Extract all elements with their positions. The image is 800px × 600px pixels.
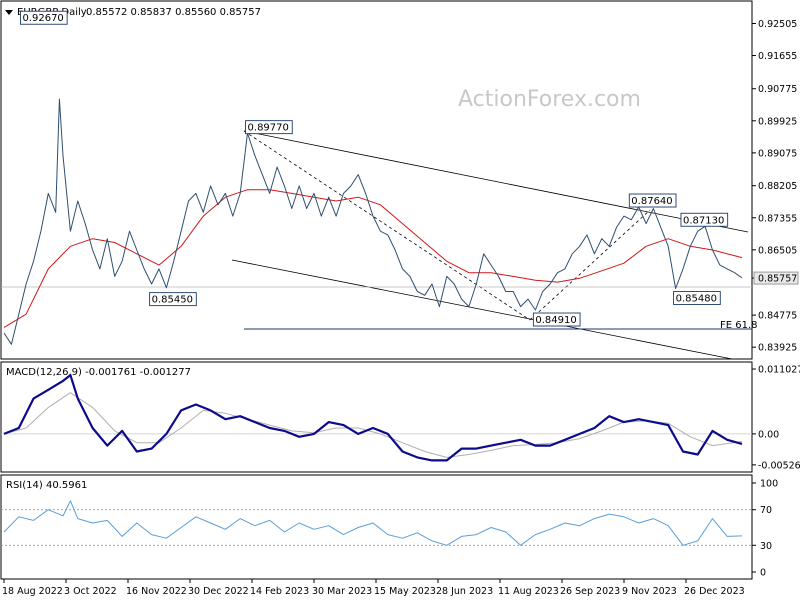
macd-axis: 0.011027 0.00 -0.005267 bbox=[752, 365, 800, 471]
x-axis-label: 9 Nov 2023 bbox=[622, 586, 677, 597]
x-axis-label: 18 Aug 2022 bbox=[2, 586, 63, 597]
annotation-box bbox=[628, 193, 677, 208]
price-axis-label: 0.88205 bbox=[758, 181, 797, 192]
price-annotations-group: 0.92670 0.89770 0.85450 0.84910 0.87640 0.871… bbox=[20, 10, 758, 331]
annotation-box bbox=[532, 312, 581, 327]
fe-618-label: FE 61.8 bbox=[720, 320, 758, 331]
price-axis: 0.92505 0.91655 0.90775 0.89925 0.89075 0.882… bbox=[752, 19, 799, 354]
annotation-box bbox=[245, 120, 293, 135]
macd-main-line bbox=[3, 374, 743, 462]
price-annotation: 0.92670 bbox=[22, 13, 63, 24]
price-axis-label: 0.87355 bbox=[758, 213, 797, 224]
price-annotation: 0.84910 bbox=[535, 315, 576, 326]
x-axis-label: 26 Sep 2023 bbox=[560, 586, 620, 597]
rsi-axis: 100 70 30 0 bbox=[752, 479, 778, 579]
price-axis-label: 0.92505 bbox=[758, 19, 797, 30]
rsi-title: RSI(14) 40.5961 bbox=[6, 480, 87, 491]
x-axis-label: 30 Mar 2023 bbox=[312, 586, 372, 597]
annotation-box bbox=[149, 292, 197, 307]
watermark: ActionForex.com bbox=[458, 87, 641, 112]
price-annotation: 0.89770 bbox=[248, 123, 289, 134]
price-axis-label: 0.86505 bbox=[758, 245, 797, 256]
price-annotation: 0.85450 bbox=[152, 295, 193, 306]
x-axis-label: 28 Jun 2023 bbox=[436, 586, 493, 597]
price-panel-frame bbox=[0, 0, 753, 360]
rsi-axis-label: 70 bbox=[760, 505, 772, 516]
x-axis-label: 3 Oct 2022 bbox=[64, 586, 117, 597]
rsi-series-group bbox=[3, 500, 743, 546]
rsi-line bbox=[3, 500, 743, 546]
rsi-axis-label: 100 bbox=[760, 479, 778, 490]
price-axis-label: 0.90775 bbox=[758, 84, 797, 95]
x-axis-label: 16 Nov 2022 bbox=[126, 586, 187, 597]
rsi-header: RSI(14) 40.5961 bbox=[6, 480, 87, 491]
x-axis-label: 15 May 2023 bbox=[374, 586, 436, 597]
annotation-box bbox=[20, 10, 68, 25]
current-price-label: 0.85757 bbox=[758, 274, 797, 285]
x-axis-label: 14 Feb 2023 bbox=[250, 586, 309, 597]
rsi-levels-group bbox=[1, 509, 752, 546]
macd-axis-label: 0.011027 bbox=[758, 365, 800, 376]
x-axis: 18 Aug 2022 3 Oct 2022 16 Nov 2022 30 Dec 2… bbox=[2, 579, 745, 597]
x-axis-label: 11 Aug 2023 bbox=[498, 586, 559, 597]
ohlc-values: 0.85572 0.85837 0.85560 0.85757 bbox=[86, 7, 261, 18]
price-axis-label: 0.91655 bbox=[758, 51, 797, 62]
trend-channel bbox=[1, 130, 752, 360]
annotation-box bbox=[680, 212, 729, 227]
price-annotation: 0.87130 bbox=[683, 215, 724, 226]
price-series-group bbox=[3, 98, 743, 345]
x-axis-label: 26 Dec 2023 bbox=[684, 586, 745, 597]
rsi-panel-frame bbox=[0, 474, 753, 580]
price-line bbox=[3, 98, 743, 345]
macd-axis-label: -0.005267 bbox=[758, 460, 800, 471]
macd-axis-label: 0.00 bbox=[758, 429, 779, 440]
collapse-arrow-icon[interactable] bbox=[5, 10, 13, 15]
price-axis-label: 0.83925 bbox=[758, 343, 797, 354]
macd-header: MACD(12,26,9) -0.001761 -0.001277 bbox=[6, 367, 191, 378]
macd-series-group bbox=[3, 374, 743, 462]
channel-upper-line[interactable] bbox=[243, 130, 749, 233]
macd-title: MACD(12,26,9) -0.001761 -0.001277 bbox=[6, 367, 191, 378]
rsi-axis-label: 30 bbox=[760, 541, 772, 552]
price-axis-label: 0.84775 bbox=[758, 311, 797, 322]
price-axis-label: 0.89075 bbox=[758, 148, 797, 159]
x-axis-label: 30 Dec 2022 bbox=[188, 586, 249, 597]
macd-panel-frame bbox=[0, 361, 753, 473]
current-price-tag bbox=[753, 271, 799, 285]
annotation-box bbox=[673, 291, 721, 305]
price-annotation: 0.87640 bbox=[631, 196, 672, 207]
channel-lower-line[interactable] bbox=[231, 259, 733, 360]
price-axis-label: 0.89925 bbox=[758, 116, 797, 127]
price-annotation: 0.85480 bbox=[676, 294, 717, 305]
rsi-axis-label: 0 bbox=[760, 568, 766, 579]
